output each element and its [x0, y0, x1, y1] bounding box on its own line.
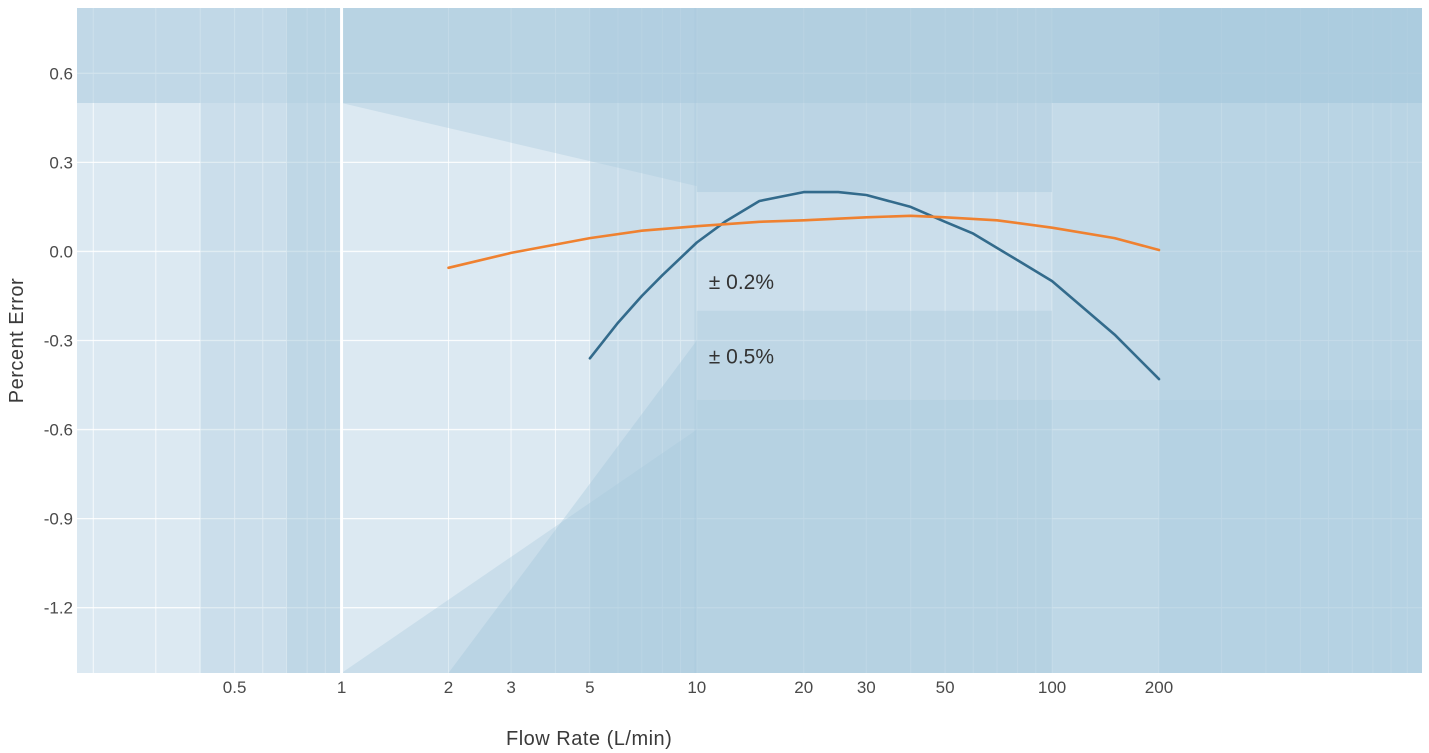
lower-inner-taper-shade	[448, 340, 697, 673]
x-tick-label: 5	[585, 678, 594, 697]
x-tick-label: 100	[1038, 678, 1066, 697]
accuracy-band-labels: ± 0.2% ± 0.5%	[709, 271, 774, 368]
accuracy-band-regions	[77, 8, 1422, 673]
upper-top-shade	[341, 8, 1422, 103]
x-tick-label: 3	[506, 678, 515, 697]
y-tick-label: 0.0	[49, 242, 73, 261]
series-line-2	[447, 214, 1161, 270]
x-tick-label: 1	[337, 678, 346, 697]
low-flow-shade	[200, 103, 342, 673]
y-tick-label: 0.6	[49, 64, 73, 83]
y-tick-label: -0.9	[44, 510, 73, 529]
x-tick-label: 50	[936, 678, 955, 697]
tolerance-band-lower	[696, 310, 1053, 400]
y-tick-label: 0.3	[49, 153, 73, 172]
x-tick-label: 0.5	[223, 678, 247, 697]
x-tick-label: 10	[687, 678, 706, 697]
band-label-0-5: ± 0.5%	[709, 345, 774, 368]
y-tick-label: -0.6	[44, 421, 73, 440]
y-tick-label: -1.2	[44, 599, 73, 618]
y-axis-ticks: 0.6 0.3 0.0 -0.3 -0.6 -0.9 -1.2	[44, 64, 73, 617]
mid-dark-shade	[589, 8, 697, 673]
outer-bottom-shade	[696, 399, 1422, 673]
outer-top-shade	[77, 8, 1422, 103]
far-right-shade	[1158, 8, 1422, 673]
tolerance-band-upper	[696, 103, 1053, 193]
upper-taper-shade	[341, 103, 697, 187]
x-tick-label: 30	[857, 678, 876, 697]
high-dark-shade	[694, 8, 1053, 673]
x-tick-label: 20	[794, 678, 813, 697]
y-tick-label: -0.3	[44, 332, 73, 351]
x-tick-label: 2	[444, 678, 453, 697]
low-flow-dark-shade	[286, 8, 342, 673]
data-series	[447, 190, 1161, 381]
x-axis-ticks: 0.5 1 2 3 5 10 20 30 50 100 200	[223, 678, 1173, 697]
lower-taper-shade	[341, 429, 697, 673]
band-label-0-2: ± 0.2%	[709, 271, 774, 294]
x-tick-label: 200	[1145, 678, 1173, 697]
y-axis-title: Percent Error	[6, 278, 28, 403]
series-line-1	[588, 190, 1161, 381]
x-axis-title: Flow Rate (L/min)	[506, 728, 672, 750]
